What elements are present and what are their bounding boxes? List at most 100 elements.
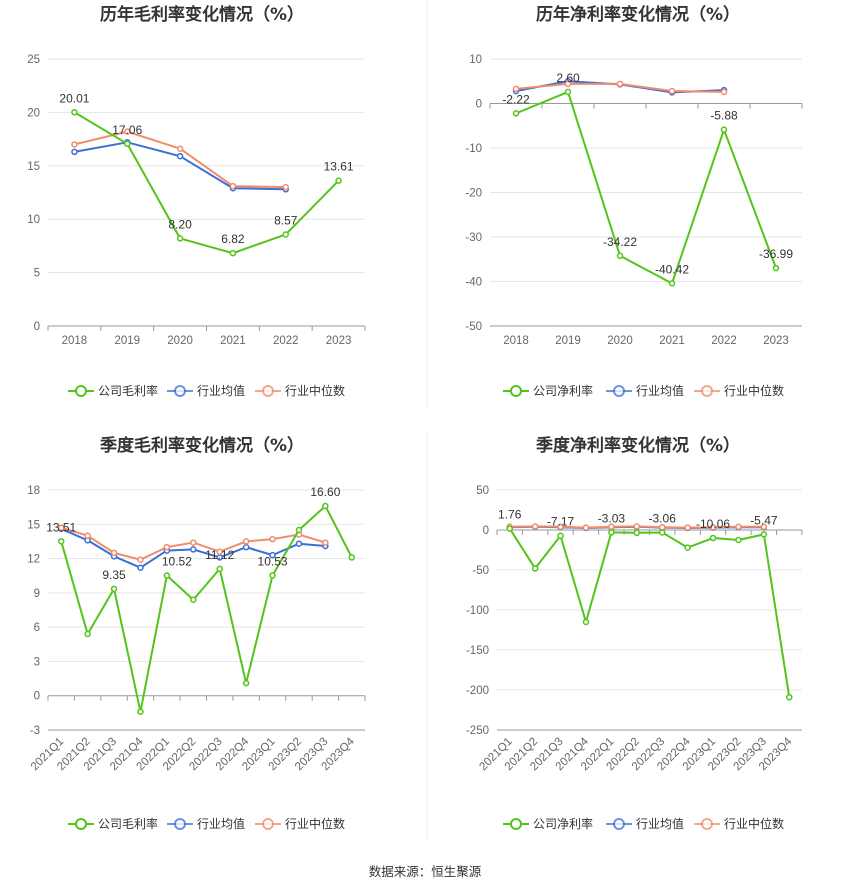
x-tick-label: 2020 bbox=[167, 335, 193, 347]
data-point-company bbox=[295, 526, 303, 534]
y-tick-label: -250 bbox=[466, 725, 489, 737]
data-point-industry_median bbox=[84, 532, 91, 539]
data-point-industry_median bbox=[190, 539, 197, 546]
data-point-company bbox=[557, 532, 564, 539]
data-label: -7.17 bbox=[547, 515, 575, 529]
data-point-industry_avg bbox=[242, 543, 250, 551]
data-point-industry_median bbox=[322, 539, 329, 546]
data-point-company bbox=[658, 529, 666, 536]
legend-marker-industry_avg bbox=[174, 818, 186, 830]
data-point-company bbox=[124, 140, 131, 148]
data-point-company bbox=[176, 235, 184, 242]
y-tick-label: 15 bbox=[27, 161, 40, 173]
y-tick-label: 50 bbox=[476, 485, 489, 497]
legend-marker-company bbox=[510, 818, 522, 830]
y-tick-label: 0 bbox=[476, 99, 482, 111]
data-label: 17.06 bbox=[112, 123, 142, 137]
y-tick-label: 10 bbox=[27, 214, 40, 226]
chart-panel-quarterly-net-margin: 季度净利率变化情况（%）-250-200-150-100-500502021Q1… bbox=[466, 435, 803, 831]
data-point-industry_median bbox=[110, 549, 118, 557]
data-point-company bbox=[242, 679, 250, 687]
data-point-company bbox=[616, 252, 624, 260]
y-tick-label: 6 bbox=[34, 622, 40, 634]
y-tick-label: -30 bbox=[465, 232, 482, 244]
data-point-company bbox=[216, 565, 223, 573]
data-label: 16.60 bbox=[310, 485, 340, 499]
data-label: 2.60 bbox=[556, 71, 580, 85]
y-tick-label: 0 bbox=[34, 321, 40, 333]
data-label: 1.76 bbox=[498, 508, 522, 522]
data-label: -3.06 bbox=[649, 511, 677, 525]
x-tick-label: 2023 bbox=[763, 335, 789, 347]
data-label: 9.35 bbox=[102, 568, 126, 582]
data-point-company bbox=[335, 177, 342, 184]
data-point-industry_median bbox=[684, 524, 691, 531]
data-point-industry_median bbox=[124, 128, 131, 135]
data-point-company bbox=[512, 110, 520, 117]
data-label: -2.22 bbox=[502, 92, 530, 106]
legend-marker-industry_avg bbox=[174, 385, 186, 397]
data-point-company bbox=[633, 529, 641, 537]
data-label: -36.99 bbox=[759, 247, 793, 261]
data-point-company bbox=[735, 536, 742, 544]
data-label: 8.57 bbox=[274, 213, 298, 227]
data-label: 13.51 bbox=[46, 520, 76, 534]
legend-label-company: 公司毛利率 bbox=[98, 816, 158, 831]
data-point-industry_median bbox=[668, 87, 676, 95]
data-point-company bbox=[668, 280, 676, 287]
data-point-company bbox=[720, 126, 728, 133]
data-point-industry_median bbox=[582, 524, 590, 531]
data-label: 11.12 bbox=[205, 548, 234, 562]
data-label: 10.52 bbox=[162, 554, 192, 568]
data-point-company bbox=[163, 572, 171, 579]
legend-marker-industry_median bbox=[701, 818, 713, 830]
y-tick-label: -150 bbox=[466, 645, 489, 657]
data-point-company bbox=[269, 572, 276, 579]
y-tick-label: 0 bbox=[483, 525, 489, 537]
y-tick-label: 5 bbox=[34, 268, 40, 280]
legend-marker-company bbox=[75, 385, 87, 397]
legend-marker-industry_avg bbox=[613, 818, 625, 830]
y-tick-label: 0 bbox=[34, 691, 40, 703]
data-point-industry_avg bbox=[295, 540, 303, 547]
data-point-industry_median bbox=[616, 80, 624, 88]
data-point-industry_median bbox=[735, 523, 742, 531]
y-tick-label: -40 bbox=[465, 277, 482, 289]
data-point-industry_median bbox=[282, 183, 289, 191]
series-line-company bbox=[60, 505, 353, 713]
data-point-company bbox=[84, 630, 91, 638]
legend-marker-company bbox=[75, 818, 87, 830]
data-point-company bbox=[348, 554, 356, 561]
data-point-company bbox=[564, 88, 572, 96]
chart-title: 历年毛利率变化情况（%） bbox=[100, 4, 304, 25]
data-point-company bbox=[531, 565, 539, 572]
legend-label-industry_avg: 行业均值 bbox=[636, 383, 684, 398]
data-point-industry_median bbox=[176, 145, 184, 152]
data-point-industry_avg bbox=[176, 152, 184, 160]
legend-label-company: 公司净利率 bbox=[533, 383, 593, 398]
data-point-industry_median bbox=[557, 523, 564, 531]
y-tick-label: 15 bbox=[27, 519, 40, 531]
data-label: -3.03 bbox=[598, 511, 626, 525]
data-point-company bbox=[786, 693, 793, 701]
data-point-company bbox=[71, 109, 78, 116]
y-tick-label: -20 bbox=[465, 188, 482, 200]
data-point-industry_median bbox=[229, 182, 237, 190]
series-line-company bbox=[508, 528, 791, 698]
legend-label-industry_avg: 行业均值 bbox=[636, 816, 684, 831]
data-point-industry_median bbox=[242, 538, 250, 545]
data-point-company bbox=[190, 596, 197, 603]
x-tick-label: 2019 bbox=[555, 335, 581, 347]
data-label: -40.42 bbox=[655, 262, 689, 276]
x-tick-label: 2021 bbox=[220, 335, 246, 347]
data-point-company bbox=[229, 249, 237, 257]
data-point-company bbox=[582, 618, 590, 626]
data-point-industry_avg bbox=[71, 148, 78, 156]
data-label: 8.20 bbox=[168, 217, 192, 231]
y-tick-label: 10 bbox=[469, 54, 482, 66]
data-point-industry_median bbox=[57, 524, 65, 531]
legend-marker-industry_median bbox=[701, 385, 713, 397]
data-label: -34.22 bbox=[603, 235, 637, 249]
chart-title: 季度毛利率变化情况（%） bbox=[100, 435, 304, 456]
